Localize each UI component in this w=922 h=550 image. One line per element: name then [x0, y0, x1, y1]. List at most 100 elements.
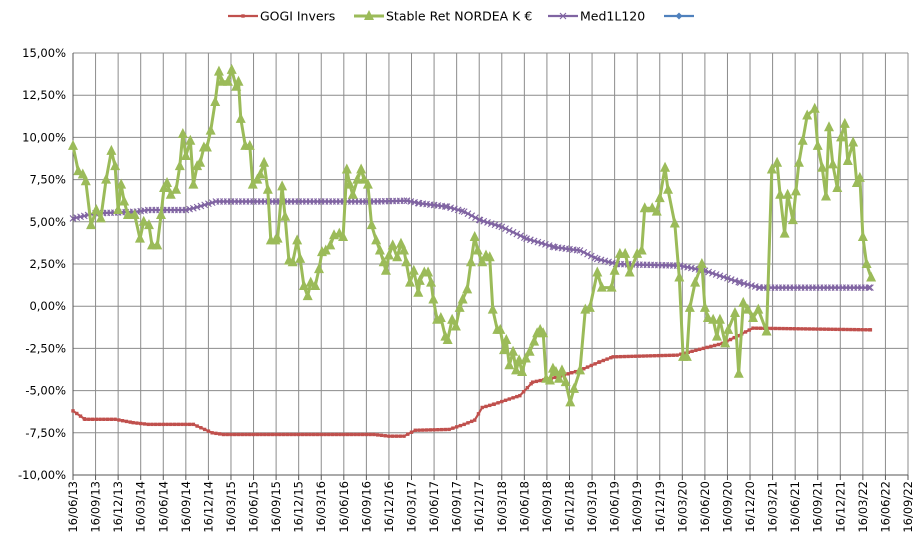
- data-point: [120, 419, 125, 423]
- data-point: [716, 342, 721, 347]
- data-point: [468, 212, 476, 220]
- data-point: [368, 432, 372, 437]
- legend-label: GOGI Invers: [260, 9, 335, 24]
- legend-marker: [675, 12, 683, 20]
- x-tick-label: 16/06/20: [698, 481, 712, 533]
- data-point: [162, 176, 173, 187]
- x-tick-label: 16/09/16: [359, 481, 373, 533]
- data-point: [509, 228, 517, 236]
- x-tick-label: 16/12/18: [562, 481, 576, 533]
- data-point: [585, 365, 590, 369]
- data-point: [330, 432, 335, 437]
- data-point: [191, 422, 196, 427]
- data-point: [773, 326, 778, 331]
- data-point: [504, 359, 515, 370]
- data-point: [443, 203, 451, 210]
- data-point: [187, 422, 192, 427]
- data-point: [94, 417, 99, 421]
- data-point: [508, 345, 519, 356]
- data-point: [630, 354, 634, 359]
- data-point: [819, 327, 823, 331]
- data-point: [663, 183, 674, 194]
- data-point: [462, 422, 466, 427]
- data-point: [391, 434, 395, 438]
- data-point: [556, 364, 567, 375]
- data-point: [202, 427, 207, 432]
- data-point: [775, 188, 786, 199]
- data-point: [505, 227, 513, 234]
- x-tick-label: 16/06/15: [247, 481, 261, 533]
- data-point: [325, 239, 336, 250]
- data-point: [222, 75, 233, 86]
- data-point: [154, 422, 158, 427]
- data-point: [383, 434, 387, 438]
- data-point: [347, 188, 358, 199]
- data-point: [841, 327, 846, 332]
- data-point: [259, 432, 263, 437]
- data-point: [839, 117, 850, 128]
- data-point: [866, 271, 877, 282]
- data-point: [705, 345, 709, 350]
- data-point: [731, 277, 739, 285]
- data-point: [534, 238, 542, 246]
- data-point: [596, 281, 607, 292]
- data-point: [408, 264, 419, 275]
- data-point: [529, 335, 540, 346]
- data-point: [424, 428, 429, 432]
- data-point: [177, 128, 188, 139]
- data-point: [681, 350, 692, 361]
- data-point: [727, 276, 735, 283]
- data-point: [315, 432, 320, 437]
- x-tick-label: 16/03/21: [766, 481, 780, 533]
- y-tick-label: 10,00%: [22, 130, 66, 144]
- data-point: [295, 252, 306, 263]
- y-tick-label: 0,00%: [29, 299, 66, 313]
- data-point: [439, 427, 444, 432]
- series-line: [72, 199, 871, 289]
- data-point: [845, 327, 849, 332]
- data-point: [836, 131, 847, 142]
- data-point: [611, 355, 615, 359]
- data-point: [171, 183, 182, 194]
- data-point: [491, 221, 499, 229]
- data-point: [865, 284, 873, 292]
- data-point: [349, 432, 354, 437]
- data-point: [753, 303, 764, 314]
- data-point: [524, 345, 535, 356]
- data-point: [848, 136, 859, 147]
- data-point: [742, 303, 753, 314]
- data-point: [362, 178, 373, 189]
- data-point: [755, 326, 759, 330]
- data-point: [573, 369, 578, 374]
- data-point: [793, 156, 804, 167]
- data-point: [313, 263, 324, 274]
- data-point: [834, 327, 838, 332]
- data-point: [447, 204, 455, 212]
- x-tick-label: 16/09/18: [540, 481, 554, 533]
- data-point: [458, 423, 463, 428]
- data-point: [651, 205, 662, 216]
- data-point: [251, 432, 256, 437]
- data-point: [690, 349, 694, 353]
- x-tick-label: 16/06/14: [156, 481, 170, 533]
- data-point: [201, 141, 212, 152]
- data-point: [487, 303, 498, 314]
- x-tick-label: 16/03/17: [405, 481, 419, 533]
- x-tick-label: 16/12/13: [111, 481, 125, 533]
- data-point: [213, 65, 224, 76]
- data-point: [91, 203, 102, 214]
- data-point: [720, 273, 728, 281]
- data-point: [484, 219, 491, 226]
- data-point: [477, 256, 488, 267]
- data-point: [866, 284, 874, 292]
- data-point: [259, 156, 270, 167]
- data-point: [701, 346, 706, 351]
- data-point: [797, 134, 808, 145]
- data-point: [597, 360, 602, 364]
- data-point: [570, 371, 574, 375]
- data-point: [225, 432, 229, 437]
- y-tick-label: -10,00%: [18, 468, 66, 482]
- data-point: [357, 432, 361, 437]
- x-tick-label: 16/09/21: [811, 481, 825, 533]
